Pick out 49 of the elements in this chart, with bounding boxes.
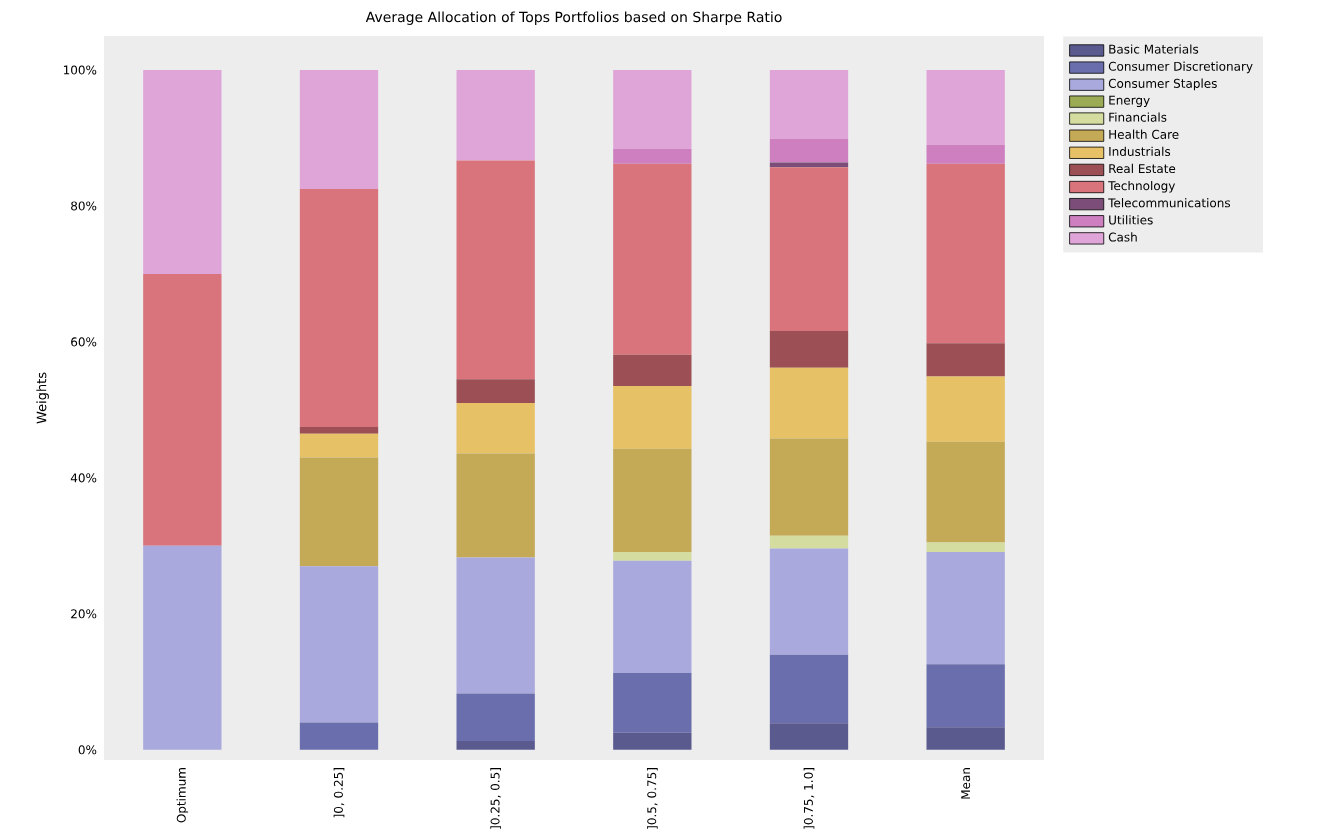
bar [456, 403, 535, 454]
bar [926, 69, 1005, 145]
bar [299, 433, 379, 458]
bar [143, 69, 222, 274]
bar [926, 163, 1005, 344]
bar [456, 557, 535, 694]
bar [926, 542, 1005, 552]
bar [613, 163, 692, 355]
bar [613, 448, 692, 552]
bar [926, 551, 1005, 665]
bar [613, 732, 692, 750]
bar [769, 367, 849, 439]
bar [143, 273, 222, 546]
bar [299, 566, 379, 723]
bar [456, 693, 535, 741]
bar [456, 740, 535, 750]
bar [456, 69, 535, 161]
bar [299, 457, 379, 567]
bar [613, 672, 692, 733]
bar [613, 386, 692, 449]
bar [299, 69, 379, 189]
bar [926, 376, 1005, 442]
bar [456, 379, 535, 404]
bar [613, 69, 692, 149]
bar [143, 545, 222, 750]
bar [613, 148, 692, 164]
bar [299, 426, 379, 434]
bar [926, 343, 1005, 377]
bar [926, 144, 1005, 164]
bar [769, 654, 849, 724]
bar [456, 160, 535, 380]
bar [769, 535, 849, 549]
bar [613, 551, 692, 561]
bar [926, 664, 1005, 728]
bar [769, 548, 849, 655]
bar [926, 441, 1005, 543]
bar [613, 354, 692, 387]
bar [769, 69, 849, 139]
bar [769, 723, 849, 750]
bar [299, 722, 379, 750]
bar [769, 138, 849, 163]
bar [613, 560, 692, 673]
bar [456, 453, 535, 558]
bar [769, 438, 849, 536]
bar [926, 727, 1005, 750]
bar [769, 167, 849, 332]
bar [299, 188, 379, 427]
bar [769, 331, 849, 368]
bar [769, 162, 849, 168]
